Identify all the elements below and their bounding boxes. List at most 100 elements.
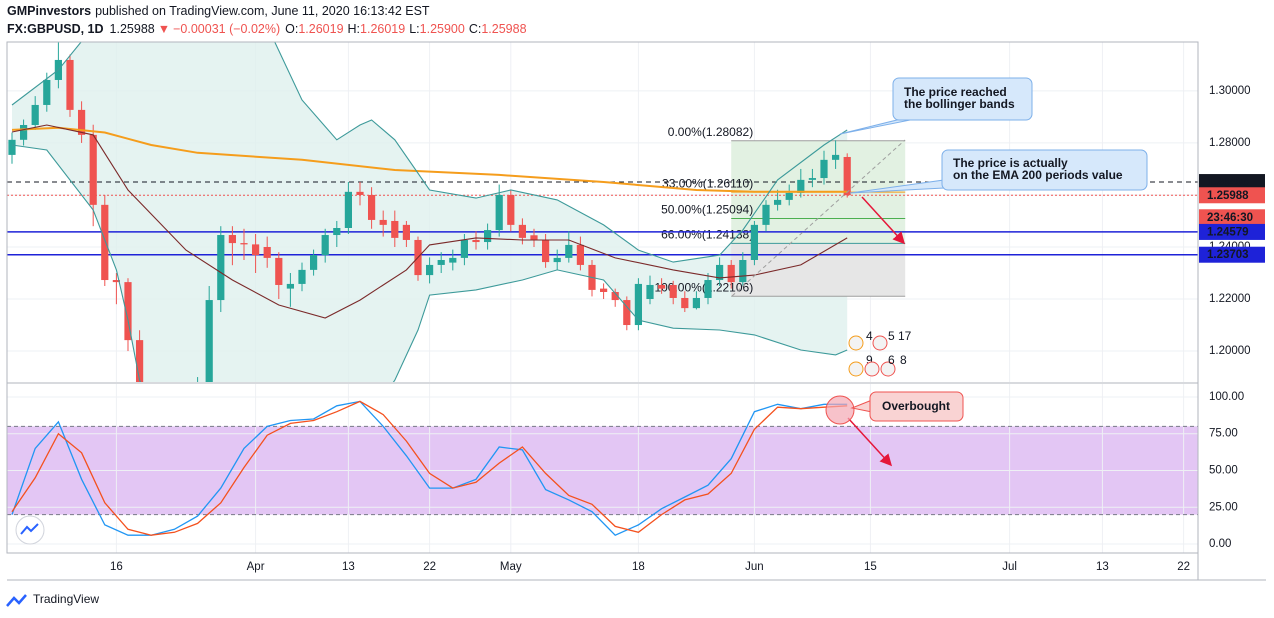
arrow: ▼ bbox=[158, 22, 170, 36]
indicator-line bbox=[11, 42, 848, 263]
x-tick-label: 13 bbox=[342, 561, 355, 573]
candle-body bbox=[31, 104, 39, 125]
overbought-callout: Overbought bbox=[825, 391, 964, 425]
candle-body bbox=[321, 235, 329, 256]
candle-body bbox=[333, 227, 341, 236]
candle-body bbox=[565, 244, 573, 258]
event-count: 17 bbox=[898, 329, 912, 343]
candle-body bbox=[483, 230, 492, 243]
candle-body bbox=[600, 288, 608, 292]
candle-body bbox=[344, 191, 352, 228]
candle-body bbox=[692, 297, 701, 309]
author: GMPinvestors bbox=[7, 4, 91, 18]
candle-body bbox=[704, 280, 712, 298]
fib-label: 100.00%(1.22106) bbox=[654, 280, 753, 294]
event-flag bbox=[880, 361, 896, 377]
indicator-line bbox=[11, 144, 848, 382]
event-count: 5 bbox=[888, 329, 895, 343]
candle-body bbox=[843, 156, 851, 196]
candle-body bbox=[716, 264, 724, 281]
events: 4 5 17 9 6 8 bbox=[848, 329, 912, 377]
candle-body bbox=[542, 239, 550, 263]
callout-text: The price is actually bbox=[953, 156, 1068, 170]
event-count: 8 bbox=[900, 353, 907, 367]
stoch-line bbox=[11, 400, 848, 536]
candle-body bbox=[298, 269, 306, 284]
callout-text: the bollinger bands bbox=[904, 97, 1015, 111]
candle-body bbox=[402, 224, 410, 240]
fib-label: 50.00%(1.25094) bbox=[661, 203, 753, 217]
tv-icon bbox=[20, 523, 39, 535]
ohlc-label: O: bbox=[285, 22, 298, 36]
price-label: 1.23703 bbox=[1207, 249, 1249, 261]
candle-body bbox=[286, 283, 294, 289]
candle-body bbox=[275, 257, 283, 285]
fib-trend-line bbox=[731, 139, 906, 297]
fib-label: 33.00%(1.26110) bbox=[662, 176, 753, 190]
candle-body bbox=[750, 224, 759, 260]
candle-body bbox=[379, 219, 387, 225]
candle-body bbox=[762, 204, 770, 225]
fib-zone bbox=[731, 243, 906, 297]
candle-body bbox=[774, 199, 782, 205]
ohlc-value: 1.25988 bbox=[481, 22, 526, 36]
price-label: 1.24579 bbox=[1207, 226, 1249, 238]
symbol-line: FX:GBPUSD, 1D 1.25988 ▼ −0.00031 (−0.02%) O:… bbox=[7, 22, 527, 36]
price-label: 1.26496 bbox=[1207, 177, 1249, 189]
x-tick-label: Jul bbox=[1002, 561, 1017, 573]
indicator-line bbox=[11, 124, 848, 319]
y-tick-label: 50.00 bbox=[1209, 465, 1238, 477]
candle-body bbox=[228, 235, 236, 244]
down-arrow bbox=[861, 196, 906, 245]
ohlc-value: 1.25900 bbox=[420, 22, 465, 36]
candle-body bbox=[797, 179, 805, 193]
axes: 1.200001.220001.240001.260001.280001.300… bbox=[110, 85, 1265, 573]
x-tick-label: 18 bbox=[632, 561, 645, 573]
ohlc-label: C: bbox=[469, 22, 482, 36]
ohlc-label: L: bbox=[409, 22, 419, 36]
candle-body bbox=[530, 235, 538, 240]
stoch-pane bbox=[7, 400, 1198, 536]
event-count: 6 bbox=[888, 353, 895, 367]
publish-line: GMPinvestors published on TradingView.com… bbox=[7, 4, 430, 18]
ohlc-value: 1.26019 bbox=[298, 22, 343, 36]
x-tick-label: 22 bbox=[1177, 561, 1190, 573]
x-tick-label: Apr bbox=[247, 561, 265, 573]
down-arrow bbox=[847, 417, 893, 467]
candle-body bbox=[19, 124, 28, 140]
candle-body bbox=[89, 134, 97, 205]
candle-body bbox=[240, 243, 248, 245]
logo-icon bbox=[6, 594, 27, 607]
candle-body bbox=[623, 300, 631, 326]
fib-label: 0.00%(1.28082) bbox=[668, 125, 753, 139]
callout-box bbox=[869, 391, 964, 422]
candle-body bbox=[251, 244, 260, 256]
candle-body bbox=[820, 159, 828, 179]
callout: The price reached the bollinger bands bbox=[839, 77, 1033, 135]
candle-body bbox=[77, 109, 86, 135]
candle-body bbox=[437, 259, 445, 265]
price-label-bg bbox=[1199, 187, 1265, 204]
price-label-bg bbox=[1199, 246, 1265, 263]
candle-body bbox=[658, 284, 666, 289]
countdown: 23:46:30 bbox=[1207, 212, 1253, 224]
candle-body bbox=[205, 300, 213, 382]
event-flag bbox=[848, 335, 864, 351]
ohlc-label: H: bbox=[348, 22, 361, 36]
candle-body bbox=[66, 59, 74, 110]
x-tick-label: 16 bbox=[110, 561, 123, 573]
event-flag bbox=[872, 335, 888, 351]
candle-body bbox=[739, 259, 747, 283]
candle-body bbox=[727, 264, 735, 283]
candle-body bbox=[217, 235, 225, 301]
candle-body bbox=[135, 340, 144, 382]
symbol: FX:GBPUSD, 1D bbox=[7, 22, 104, 36]
candle-body bbox=[507, 194, 515, 225]
candle-body bbox=[101, 204, 109, 281]
x-tick-label: 22 bbox=[423, 561, 436, 573]
highlight-circle bbox=[825, 395, 855, 425]
y-tick-label: 1.20000 bbox=[1209, 345, 1251, 357]
y-tick-label: 1.30000 bbox=[1209, 85, 1251, 97]
logo: TradingView bbox=[33, 592, 99, 606]
